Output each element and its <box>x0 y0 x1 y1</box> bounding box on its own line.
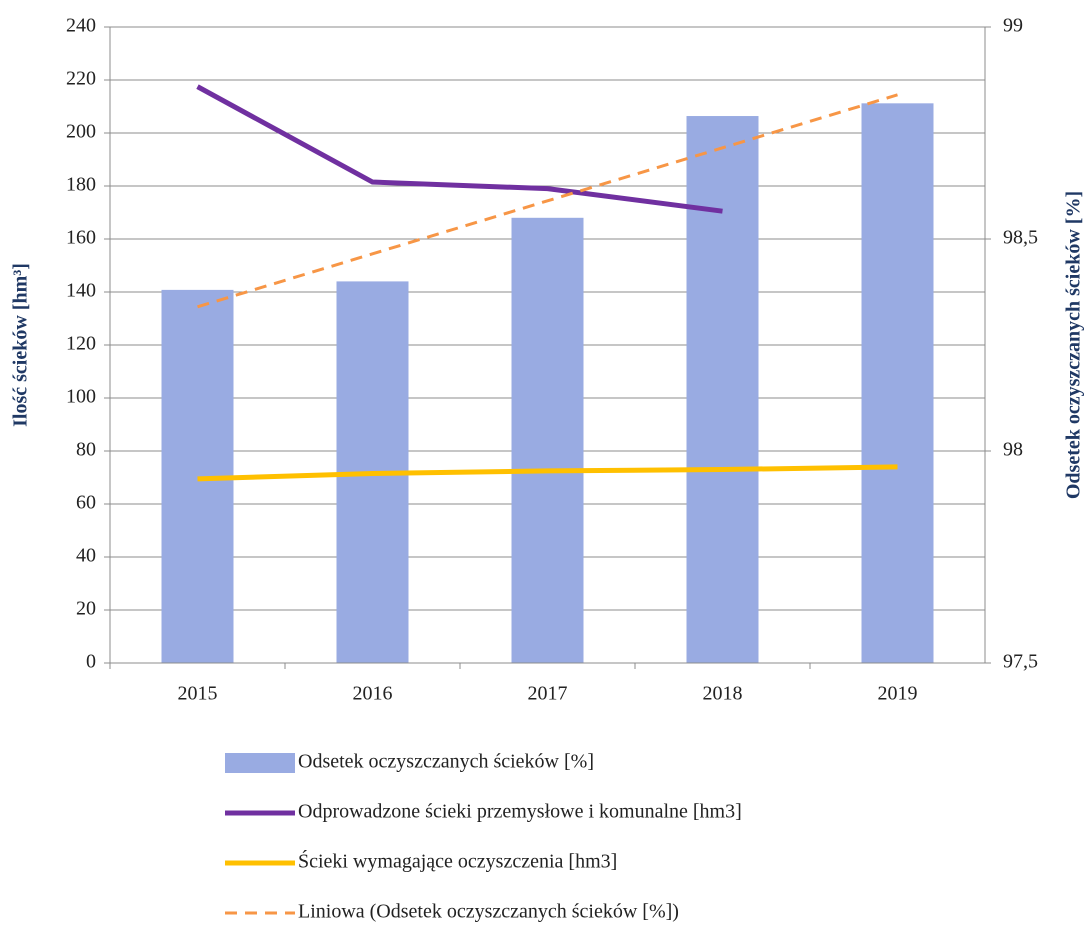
line <box>197 464 898 482</box>
y-tick-label: 100 <box>66 386 96 408</box>
y-axis-title: Ilość ścieków [hm³] <box>10 263 32 427</box>
legend-label: Odsetek oczyszczanych ścieków [%] <box>298 751 594 773</box>
bar <box>511 217 584 664</box>
y-tick-label: 180 <box>66 174 96 196</box>
legend-label: Ścieki wymagające oczyszczenia [hm3] <box>298 849 617 873</box>
legend-label: Odprowadzone ścieki przemysłowe i komuna… <box>298 801 742 823</box>
y2-axis-title: Odsetek oczyszczanych ścieków [%] <box>1063 191 1085 499</box>
x-tick-label: 2019 <box>878 683 918 705</box>
x-tick-label: 2016 <box>353 683 393 705</box>
y2-tick-label: 98 <box>1003 439 1023 461</box>
trend-line <box>197 93 898 309</box>
bar <box>861 103 934 663</box>
x-tick-label: 2018 <box>703 683 743 705</box>
y-tick-label: 160 <box>66 227 96 249</box>
y-tick-label: 80 <box>76 439 96 461</box>
bar <box>686 116 759 664</box>
legend-swatch <box>225 753 295 773</box>
x-tick-label: 2015 <box>178 683 218 705</box>
y2-tick-label: 97,5 <box>1003 651 1038 673</box>
line <box>196 84 723 214</box>
y-tick-label: 40 <box>76 545 96 567</box>
y2-tick-label: 99 <box>1003 15 1023 37</box>
legend-label: Liniowa (Odsetek oczyszczanych ścieków [… <box>298 901 679 923</box>
y-tick-label: 0 <box>86 651 96 673</box>
y-tick-label: 240 <box>66 15 96 37</box>
y-tick-label: 200 <box>66 121 96 143</box>
y-tick-label: 140 <box>66 280 96 302</box>
x-tick-label: 2017 <box>528 683 568 705</box>
y2-tick-label: 98,5 <box>1003 227 1038 249</box>
y-tick-label: 220 <box>66 68 96 90</box>
y-tick-label: 120 <box>66 333 96 355</box>
y-tick-label: 60 <box>76 492 96 514</box>
y-tick-label: 20 <box>76 598 96 620</box>
